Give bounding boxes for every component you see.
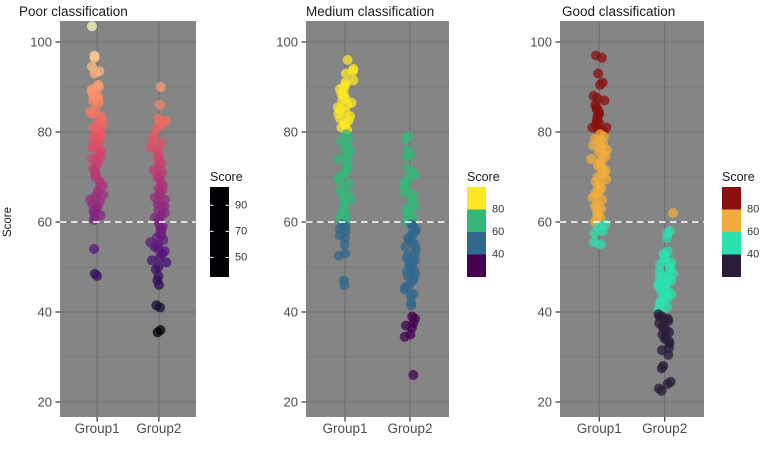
y-tick-label: 20 (38, 395, 52, 410)
y-tick-label: 100 (30, 35, 52, 50)
panel-1: 100 80 60 40 20 Group1 Group2 80 60 40 (276, 21, 504, 436)
legend-title-poor: Score (210, 170, 243, 184)
legend-title-medium: Score (467, 170, 500, 184)
panel-2: 100 80 60 40 20 Group1 Group2 80 60 40 (530, 21, 759, 436)
y-tick-label: 40 (284, 305, 298, 320)
legend-tick-label: 40 (747, 249, 759, 261)
panel-title-medium: Medium classification (306, 4, 435, 19)
y-tick-label: 40 (38, 305, 52, 320)
y-tick-label: 20 (538, 395, 552, 410)
y-tick-label: 80 (284, 125, 298, 140)
legend-1: 80 60 40 (467, 187, 504, 277)
y-tick-label: 60 (538, 215, 552, 230)
panel-0: 100 80 60 40 20 Group1 Group2 90 70 50 (30, 21, 247, 436)
y-tick-label: 20 (284, 395, 298, 410)
y-tick-label: 60 (284, 215, 298, 230)
legend-2: 80 60 40 (722, 187, 759, 277)
legend-tick-label: 90 (235, 199, 247, 211)
legend-tick-label: 80 (747, 204, 759, 216)
panel-0-points (85, 21, 172, 338)
y-tick-label: 60 (38, 215, 52, 230)
legend-0: 90 70 50 (210, 187, 247, 277)
panel-2-points (586, 50, 679, 396)
y-tick-label: 40 (538, 305, 552, 320)
y-axis-title: Score (2, 206, 14, 238)
y-tick-label: 100 (530, 35, 552, 50)
y-tick-label: 80 (38, 125, 52, 140)
panel-1-points (332, 55, 421, 380)
legend-tick-label: 60 (747, 226, 759, 238)
panel-title-good: Good classification (562, 4, 676, 19)
x-tick-label: Group1 (577, 421, 622, 436)
x-tick-label: Group1 (323, 421, 368, 436)
x-tick-label: Group2 (387, 421, 432, 436)
panel-title-poor: Poor classification (19, 4, 128, 19)
y-tick-label: 80 (538, 125, 552, 140)
x-tick-label: Group1 (75, 421, 120, 436)
legend-tick-label: 40 (492, 249, 504, 261)
x-tick-label: Group2 (642, 421, 687, 436)
legend-tick-label: 70 (235, 225, 247, 237)
legend-tick-label: 50 (235, 251, 247, 263)
legend-tick-label: 60 (492, 226, 504, 238)
legend-title-good: Score (722, 170, 755, 184)
x-tick-label: Group2 (136, 421, 181, 436)
legend-tick-label: 80 (492, 204, 504, 216)
y-tick-label: 100 (276, 35, 298, 50)
